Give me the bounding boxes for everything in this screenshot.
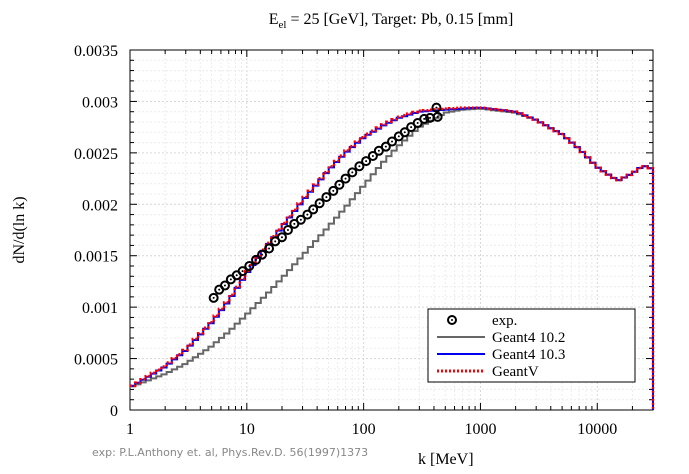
y-tick-label: 0.0035 [74, 43, 118, 60]
exp-data-point [302, 209, 313, 220]
series [130, 106, 655, 410]
exp-data-point-dot [229, 278, 232, 281]
exp-data-point [367, 150, 378, 161]
exp-data-point-dot [344, 177, 347, 180]
exp-data-point-dot [299, 218, 302, 221]
x-tick-label: 10000 [577, 421, 617, 438]
y-tick-label: 0.003 [82, 94, 118, 111]
exp-data-point [340, 173, 351, 184]
exp-data-point [431, 102, 442, 113]
exp-data-point-dot [358, 165, 361, 168]
x-axis-label: k [MeV] [418, 451, 474, 468]
y-tick-label: 0.002 [82, 197, 118, 214]
exp-data-point [276, 232, 287, 243]
legend-marker-exp-dot [451, 319, 453, 321]
y-tick-label: 0.0005 [74, 352, 118, 369]
series-line-geantv [130, 106, 655, 410]
exp-data-point-dot [397, 135, 400, 138]
y-axis-label: dN/d(ln k) [11, 196, 28, 263]
exp-data-point-dot [429, 116, 432, 119]
exp-data-point [373, 145, 384, 156]
exp-data-point-dot [436, 115, 439, 118]
x-tick-label: 1000 [464, 421, 496, 438]
exp-data-point [387, 136, 398, 147]
exp-data-point-dot [377, 149, 380, 152]
exp-data-point-dot [416, 122, 419, 125]
exp-data-point [314, 198, 325, 209]
exp-data-point [334, 179, 345, 190]
exp-data-point-dot [325, 196, 328, 199]
exp-data-point [419, 113, 430, 124]
exp-data-point-dot [410, 126, 413, 129]
exp-data-point-dot [286, 229, 289, 231]
exp-data-point [380, 141, 391, 152]
exp-data-point-dot [403, 131, 406, 134]
exp-data-point-dot [384, 145, 387, 148]
exp-data-point-dot [391, 140, 394, 143]
exp-data-point-dot [351, 171, 354, 174]
data-source-credit: exp: P.L.Anthony et. al, Phys.Rev.D. 56(… [92, 446, 369, 459]
exp-data-point [282, 225, 293, 235]
exp-data-point [237, 266, 248, 277]
exp-data-point [251, 254, 262, 265]
x-tick-label: 10 [239, 421, 255, 438]
y-tick-label: 0.0025 [74, 146, 118, 163]
exp-data-point [432, 111, 443, 122]
axis-ticks: 1 10 100 1000 10000 0 0.0005 0.001 0.0015 0.002 0.… [74, 43, 654, 438]
exp-data-point-dot [306, 213, 309, 216]
legend-box [427, 308, 636, 383]
exp-data-point-dot [280, 236, 283, 239]
exp-data-point-dot [338, 183, 341, 186]
legend-label-geant4-10-3: Geant4 10.3 [492, 347, 565, 363]
x-tick-label: 100 [352, 421, 376, 438]
exp-data-point-dot [318, 202, 321, 205]
y-tick-label: 0.0015 [74, 249, 118, 266]
exp-data-point [208, 292, 219, 303]
exp-data-point-dot [365, 160, 368, 163]
exp-data-point [295, 214, 306, 225]
exp-data-point-dot [371, 154, 374, 157]
exp-markers [208, 102, 443, 303]
exp-data-point-dot [312, 208, 315, 211]
exp-data-point-dot [248, 265, 251, 267]
exp-data-point-dot [332, 189, 335, 192]
exp-data-point-dot [261, 253, 264, 256]
legend-marker-exp [447, 315, 457, 325]
legend: exp. Geant4 10.2 Geant4 10.3 GeantV [427, 308, 636, 383]
exp-data-point-dot [223, 284, 226, 287]
exp-data-point-dot [212, 296, 215, 299]
legend-label-geantv: GeantV [492, 364, 539, 380]
exp-data-point-dot [241, 270, 244, 273]
y-tick-label: 0 [110, 403, 118, 420]
exp-data-point [354, 161, 365, 172]
exp-data-point-dot [435, 106, 438, 109]
exp-data-point [399, 127, 410, 138]
exp-data-point [347, 167, 358, 178]
x-tick-label: 1 [126, 421, 134, 438]
exp-data-point [219, 280, 230, 291]
exp-data-point [361, 156, 372, 167]
legend-label-geant4-10-2: Geant4 10.2 [492, 330, 565, 346]
legend-label-exp: exp. [492, 313, 517, 329]
y-tick-label: 0.001 [82, 300, 118, 317]
exp-data-point [308, 204, 319, 215]
exp-data-point-dot [235, 274, 238, 277]
exp-data-point-dot [218, 288, 221, 291]
exp-data-point-dot [268, 247, 271, 250]
exp-data-point-dot [423, 117, 426, 120]
exp-data-point [257, 249, 268, 260]
exp-data-point-dot [274, 240, 277, 243]
exp-data-point [244, 261, 255, 271]
exp-data-point [264, 243, 275, 254]
exp-data-point-dot [255, 258, 258, 261]
exp-data-point [321, 192, 332, 203]
chart-title: Eel = 25 [GeV], Target: Pb, 0.15 [mm] [269, 11, 514, 31]
exp-data-point [328, 185, 339, 196]
exp-data-point-dot [293, 222, 296, 225]
